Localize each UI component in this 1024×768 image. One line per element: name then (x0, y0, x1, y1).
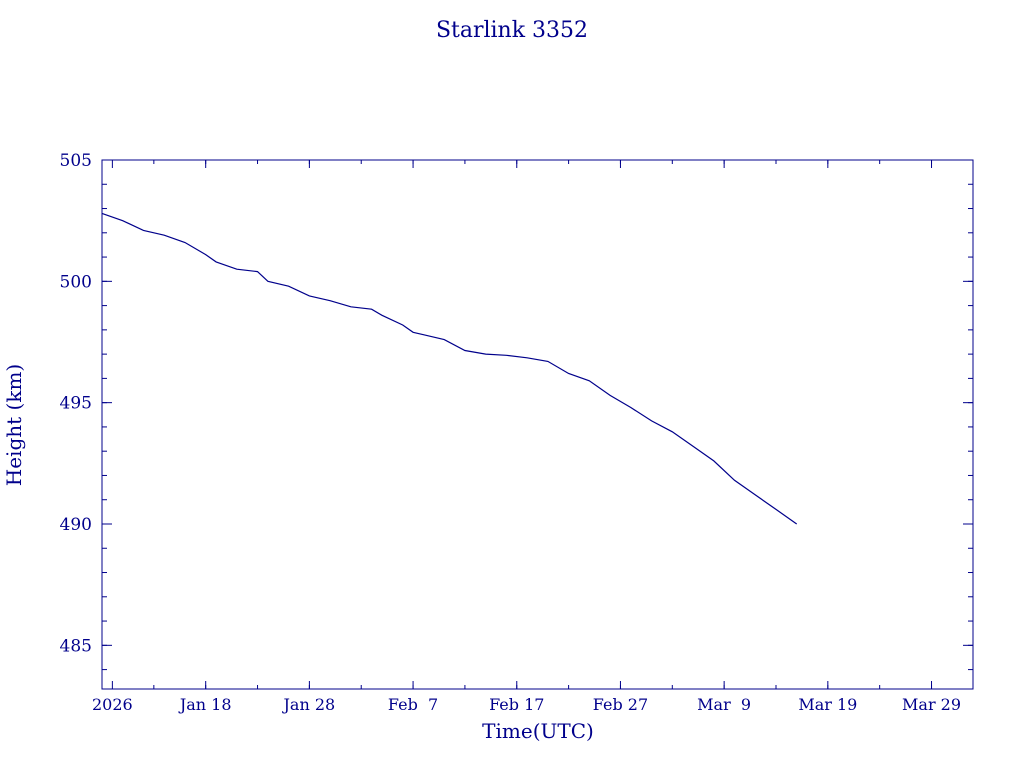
x-tick-label: Mar 9 (697, 695, 751, 714)
y-tick-label: 490 (60, 515, 92, 535)
x-tick-label: Feb 7 (388, 695, 438, 714)
x-tick-label: 2026 (92, 695, 133, 714)
y-axis-label: Height (km) (2, 364, 26, 486)
x-tick-label: Feb 17 (489, 695, 544, 714)
y-tick-label: 495 (60, 394, 92, 414)
y-tick-labels: 485 490 495 500 505 (60, 151, 92, 656)
height-series-line (101, 212, 798, 525)
y-tick-label: 500 (60, 272, 92, 292)
chart-title: Starlink 3352 (436, 18, 588, 43)
axis-ticks (102, 159, 973, 689)
x-tick-label: Mar 19 (798, 695, 857, 714)
x-axis-label: Time(UTC) (482, 719, 594, 743)
x-tick-label: Jan 28 (282, 695, 336, 714)
x-tick-label: Feb 27 (593, 695, 648, 714)
x-tick-labels: 2026 Jan 18 Jan 28 Feb 7 Feb 17 Feb 27 Mar 9 Ma… (92, 695, 961, 714)
y-tick-label: 505 (60, 151, 92, 171)
x-tick-label: Jan 18 (178, 695, 232, 714)
y-tick-label: 485 (60, 636, 92, 656)
plot-frame (101, 159, 974, 690)
x-tick-label: Mar 29 (902, 695, 961, 714)
